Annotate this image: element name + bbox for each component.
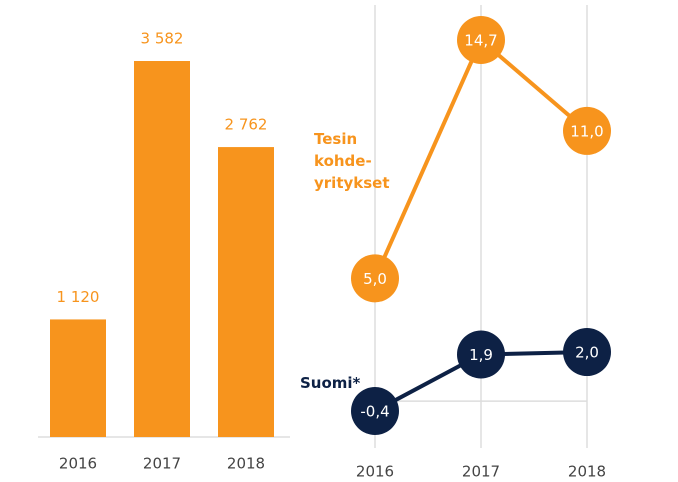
x-tick-label: 2018 <box>227 455 265 473</box>
point <box>563 328 611 377</box>
point <box>351 254 399 303</box>
bar <box>134 61 190 437</box>
value-label: 1 120 <box>57 288 100 306</box>
x-tick-label: 2018 <box>568 463 606 481</box>
series-label: Suomi* <box>300 374 361 392</box>
value-label: 14,7 <box>464 32 497 50</box>
x-tick-label: 2017 <box>462 463 500 481</box>
x-tick-label: 2016 <box>59 455 97 473</box>
value-label: -0,4 <box>360 403 389 421</box>
value-label: 1,9 <box>469 346 493 364</box>
point <box>563 106 611 155</box>
value-label: 11,0 <box>570 122 603 140</box>
value-label: 5,0 <box>363 270 387 288</box>
point <box>457 330 505 379</box>
value-label: 2 762 <box>225 116 268 134</box>
value-label: 2,0 <box>575 344 599 362</box>
point <box>351 387 399 435</box>
series-label: Tesin kohde-yritykset <box>314 130 390 192</box>
bar <box>218 147 274 437</box>
x-tick-label: 2017 <box>143 455 181 473</box>
value-label: 3 582 <box>141 30 184 48</box>
bar <box>50 319 106 437</box>
x-tick-label: 2016 <box>356 463 394 481</box>
point <box>457 16 505 64</box>
